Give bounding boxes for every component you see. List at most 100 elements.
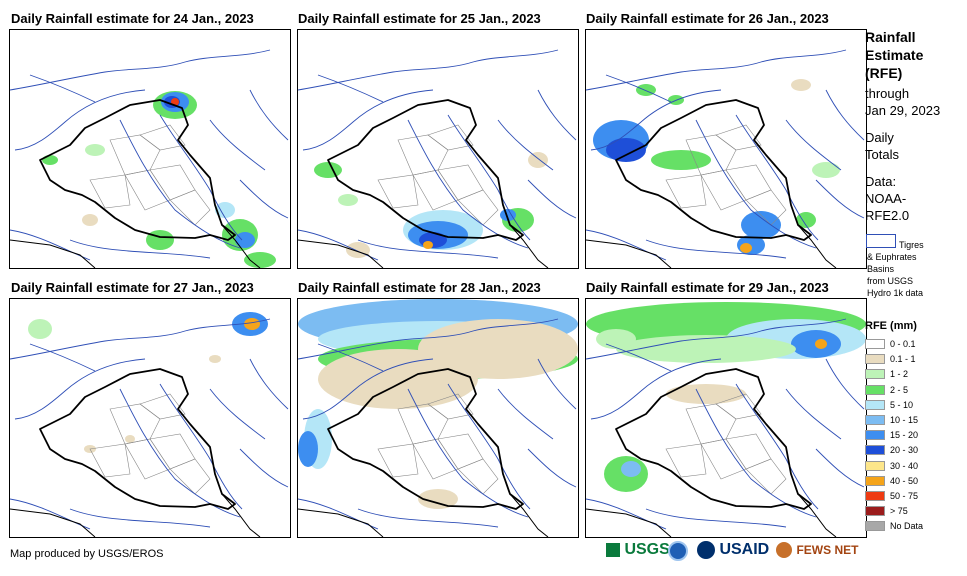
basin-boundary xyxy=(119,119,241,249)
rainfall-area xyxy=(314,162,342,178)
province-boundary xyxy=(427,124,474,151)
legend-label: 40 - 50 xyxy=(890,475,919,486)
daily-totals: Daily Totals xyxy=(865,129,899,163)
basin-boundary xyxy=(209,119,266,171)
rainfall-map-28 xyxy=(297,298,579,538)
province-boundary xyxy=(412,169,459,211)
province-boundary xyxy=(89,174,131,209)
data-source-line: RFE2.0 xyxy=(865,208,910,223)
rainfall-area xyxy=(418,489,458,509)
country-border xyxy=(586,508,672,537)
usgs-wave-icon xyxy=(606,543,620,557)
rainfall-area xyxy=(85,144,105,156)
panel-title-29: Daily Rainfall estimate for 29 Jan., 202… xyxy=(586,280,829,295)
basin-boundary xyxy=(497,119,554,171)
data-source-line: Data: xyxy=(865,174,897,189)
legend-label: 2 - 5 xyxy=(890,384,909,395)
rainfall-area xyxy=(616,335,796,363)
basin-boundary xyxy=(298,49,559,91)
noaa-logo xyxy=(668,541,688,567)
rainfall-area xyxy=(28,319,52,339)
basin-boundary xyxy=(159,114,243,241)
legend-label: No Data xyxy=(890,521,924,532)
basin-boundary xyxy=(298,318,559,360)
country-border xyxy=(615,99,812,241)
basin-boundary xyxy=(447,114,531,241)
fewsnet-emblem-icon xyxy=(776,541,792,558)
country-border xyxy=(39,99,236,241)
basin-boundary xyxy=(695,388,817,518)
legend-label: 1 - 2 xyxy=(890,369,909,380)
legend-swatch xyxy=(865,399,885,410)
basin-boundary xyxy=(10,49,271,91)
basin-boundary xyxy=(29,74,96,103)
basin-label-line: Basins xyxy=(867,264,895,274)
country-border xyxy=(586,239,672,268)
basin-boundary xyxy=(645,508,787,528)
basin-boundary xyxy=(317,74,384,103)
province-boundary xyxy=(412,438,459,480)
basin-boundary xyxy=(825,358,865,410)
province-boundary xyxy=(457,458,499,495)
province-boundary xyxy=(745,189,787,226)
basin-swatch xyxy=(866,234,896,248)
through-label: through xyxy=(865,86,910,101)
legend-label: 15 - 20 xyxy=(890,430,919,441)
fewsnet-logo-text: FEWS NET xyxy=(796,542,859,557)
legend-swatch xyxy=(865,369,885,380)
basin-boundary xyxy=(447,383,531,510)
rainfall-area xyxy=(651,150,711,170)
basin-boundary xyxy=(695,119,817,249)
rainfall-area xyxy=(528,152,548,168)
basin-boundary xyxy=(590,89,722,151)
basin-boundary xyxy=(586,318,847,360)
legend-label: 30 - 40 xyxy=(890,460,919,471)
basin-boundary xyxy=(357,508,499,528)
basin-boundary xyxy=(69,508,211,528)
basin-label-line: Tigres xyxy=(899,240,924,250)
basin-boundary xyxy=(735,383,819,510)
basin-boundary xyxy=(14,89,146,151)
rfe-title-line: (RFE) xyxy=(865,65,903,81)
province-boundary xyxy=(149,433,196,470)
rainfall-area xyxy=(791,79,811,91)
data-source: Data: NOAA- RFE2.0 xyxy=(865,173,909,224)
basin-boundary xyxy=(159,383,243,510)
legend-swatch xyxy=(865,445,885,456)
panel-title-24: Daily Rainfall estimate for 24 Jan., 202… xyxy=(11,11,254,26)
province-boundary xyxy=(725,164,772,201)
province-boundary xyxy=(457,189,499,226)
basin-boundary xyxy=(785,388,842,440)
province-boundary xyxy=(715,124,762,151)
legend-swatch xyxy=(865,384,885,395)
basin-label-line: & Euphrates xyxy=(867,252,917,262)
basin-boundary xyxy=(407,388,529,518)
basin-boundary xyxy=(815,179,865,219)
basin-boundary xyxy=(497,388,554,440)
province-boundary xyxy=(89,443,131,478)
basin-boundary xyxy=(209,388,266,440)
rfe-title-line: Estimate xyxy=(865,47,924,63)
country-border xyxy=(10,239,96,268)
country-border xyxy=(797,224,837,268)
rainfall-area xyxy=(235,232,255,248)
province-boundary xyxy=(700,169,747,211)
basin-boundary xyxy=(785,119,842,171)
country-border xyxy=(509,493,549,537)
basin-boundary xyxy=(735,114,819,241)
usgs-logo: USGS xyxy=(606,541,670,567)
country-border xyxy=(221,493,261,537)
basin-boundary xyxy=(537,89,577,141)
rainfall-area xyxy=(215,202,235,218)
basin-boundary xyxy=(407,119,529,249)
rfe-title-line: Rainfall xyxy=(865,29,916,45)
usaid-logo-text: USAID xyxy=(719,541,770,558)
rainfall-area xyxy=(812,162,840,178)
country-border xyxy=(298,508,384,537)
legend-label: 0 - 0.1 xyxy=(890,339,916,349)
province-boundary xyxy=(437,164,484,201)
rainfall-area xyxy=(338,194,358,206)
province-boundary xyxy=(397,403,449,445)
province-boundary xyxy=(377,443,419,478)
basin-boundary xyxy=(249,89,289,141)
